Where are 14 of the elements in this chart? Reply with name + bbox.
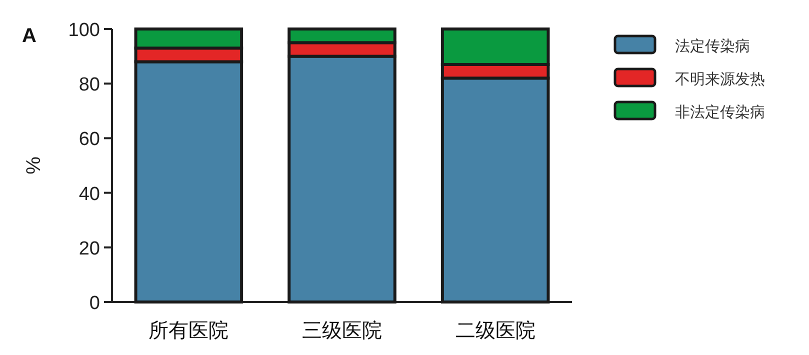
y-tick-label: 100 — [68, 20, 100, 41]
x-tick-label: 二级医院 — [455, 320, 536, 342]
legend-label: 法定传染病 — [675, 38, 750, 55]
y-tick-label: 0 — [89, 293, 100, 314]
legend-label: 非法定传染病 — [675, 104, 765, 121]
y-axis-title: % — [23, 156, 45, 174]
x-tick-label: 三级医院 — [302, 320, 382, 342]
y-tick-label: 60 — [78, 129, 100, 150]
x-tick-label: 所有医院 — [148, 320, 229, 342]
text: A — [22, 25, 36, 47]
y-tick-label: 80 — [78, 74, 100, 96]
y-tick-label: 20 — [78, 238, 100, 260]
y-tick-label: 40 — [78, 184, 100, 205]
legend-label: 不明来源发热 — [675, 71, 765, 88]
